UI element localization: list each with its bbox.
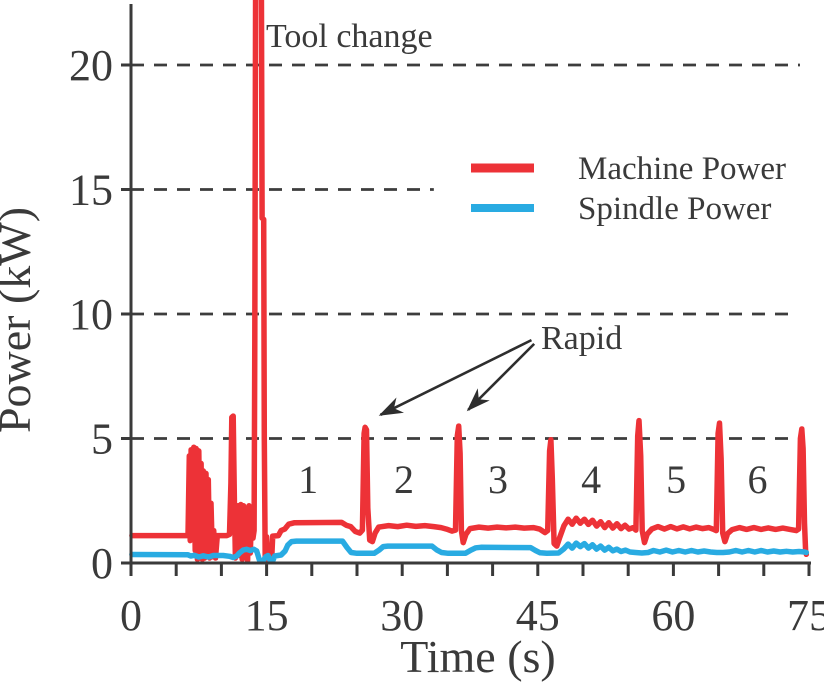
series-line-spindle-power bbox=[129, 538, 810, 565]
segment-label-4: 4 bbox=[581, 457, 601, 502]
rapid-arrow-icon bbox=[378, 338, 533, 417]
segment-number-labels: 1 2 3 4 5 6 bbox=[298, 457, 767, 502]
x-tick-label: 30 bbox=[380, 591, 424, 640]
segment-label-6: 6 bbox=[747, 457, 767, 502]
legend-label-spindle-power: Spindle Power bbox=[578, 191, 771, 227]
x-tick-label: 75 bbox=[787, 591, 824, 640]
legend-label-machine-power: Machine Power bbox=[578, 151, 786, 187]
series-line-machine-power bbox=[129, 0, 810, 565]
x-tick-label: 0 bbox=[120, 591, 142, 640]
rapid-arrows bbox=[378, 338, 536, 417]
rapid-annotation: Rapid bbox=[541, 320, 622, 357]
x-tick-label: 45 bbox=[516, 591, 560, 640]
y-tick-label: 0 bbox=[91, 539, 113, 588]
x-tick-label: 60 bbox=[651, 591, 695, 640]
y-tick-label: 5 bbox=[91, 415, 113, 464]
axis-ticks bbox=[121, 63, 811, 576]
data-series bbox=[129, 0, 810, 565]
rapid-arrow-icon bbox=[466, 342, 536, 412]
gridlines bbox=[131, 63, 800, 440]
segment-label-3: 3 bbox=[488, 457, 508, 502]
y-tick-label: 10 bbox=[69, 290, 113, 339]
segment-label-1: 1 bbox=[298, 457, 318, 502]
y-tick-label: 15 bbox=[69, 166, 113, 215]
tool-change-annotation: Tool change bbox=[266, 18, 433, 55]
segment-label-5: 5 bbox=[666, 457, 686, 502]
x-tick-label: 15 bbox=[245, 591, 289, 640]
legend: Machine Power Spindle Power bbox=[471, 151, 786, 227]
y-axis-title: Power (kW) bbox=[0, 207, 40, 433]
segment-label-2: 2 bbox=[394, 457, 414, 502]
y-tick-label: 20 bbox=[69, 41, 113, 90]
x-axis-title: Time (s) bbox=[400, 631, 556, 682]
